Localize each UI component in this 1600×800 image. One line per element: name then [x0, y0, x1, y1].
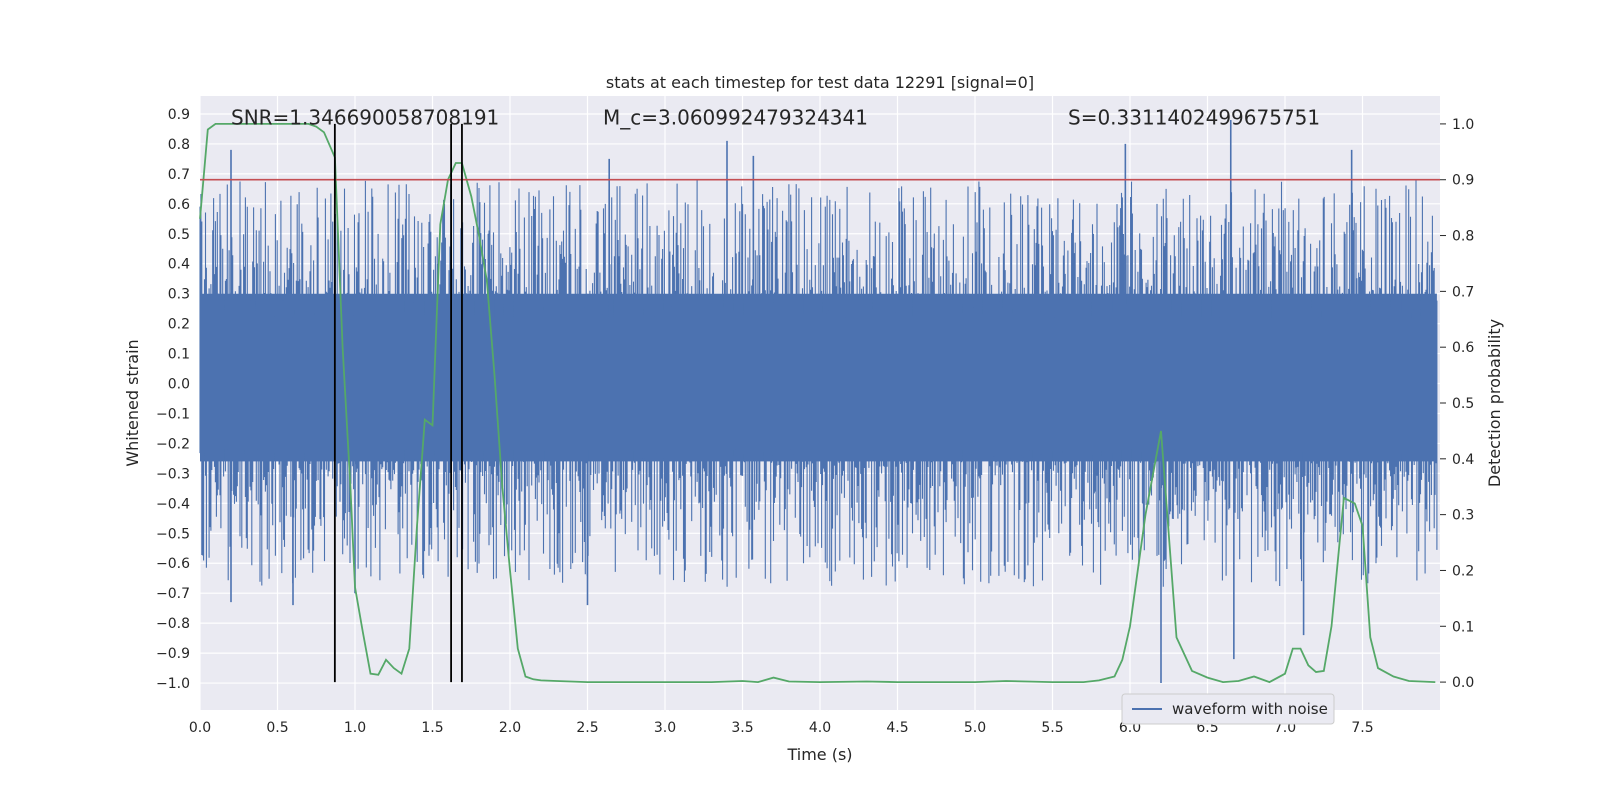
x-axis-label: Time (s) — [786, 745, 852, 764]
y2-tick-label: 0.9 — [1452, 173, 1474, 189]
y-tick-label: 0.4 — [168, 257, 190, 273]
stat-annotations: SNR=1.346690058708191 M_c=3.0609924793243… — [231, 105, 1320, 129]
x-tick-label: 0.0 — [189, 720, 211, 736]
y-tick-label: 0.2 — [168, 317, 190, 333]
x-tick-label: 3.0 — [654, 720, 676, 736]
legend: waveform with noise — [1121, 693, 1335, 725]
legend-box — [1121, 693, 1335, 725]
y-tick-label: −0.7 — [156, 586, 190, 602]
y2-tick-label: 0.2 — [1452, 563, 1474, 579]
x-tick-label: 7.5 — [1351, 720, 1373, 736]
y2-tick-label: 0.6 — [1452, 340, 1474, 356]
detection-probability-line — [199, 123, 1436, 684]
waveform-trace — [199, 180, 1438, 587]
y2-tick-label: 1.0 — [1452, 117, 1474, 133]
y-tick-label: 0.9 — [168, 107, 190, 123]
y2-tick-label: 0.3 — [1452, 508, 1474, 524]
y2-tick-label: 0.1 — [1452, 619, 1474, 635]
y-tick-label: 0.3 — [168, 287, 190, 303]
annotation-snr: SNR=1.346690058708191 — [231, 105, 499, 129]
y2-tick-label: 0.4 — [1452, 452, 1474, 468]
y-tick-label: −1.0 — [156, 676, 190, 692]
y2-tick-label: 0.5 — [1452, 396, 1474, 412]
annotation-mc: M_c=3.060992479324341 — [603, 105, 868, 129]
y2-tick-label: 0.8 — [1452, 229, 1474, 245]
x-tick-label: 3.5 — [731, 720, 753, 736]
y-tick-label: −0.9 — [156, 646, 190, 662]
annotation-s: S=0.3311402499675751 — [1068, 105, 1320, 129]
x-tick-label: 2.0 — [499, 720, 521, 736]
waveform-with-noise-series — [199, 119, 1438, 684]
y2-axis-label: Detection probability — [1485, 319, 1504, 487]
y-tick-label: 0.0 — [168, 377, 190, 393]
y-tick-label: −0.5 — [156, 526, 190, 542]
y-tick-label: −0.2 — [156, 436, 190, 452]
y-tick-label: 0.7 — [168, 167, 190, 183]
x-tick-label: 1.5 — [421, 720, 443, 736]
y2-tick-label: 0.7 — [1452, 284, 1474, 300]
x-tick-label: 1.0 — [344, 720, 366, 736]
y-axis-label: Whitened strain — [123, 339, 142, 466]
y-tick-label: −0.1 — [156, 406, 190, 422]
chart-title: stats at each timestep for test data 122… — [606, 73, 1034, 92]
x-tick-label: 4.0 — [809, 720, 831, 736]
x-tick-label: 2.5 — [576, 720, 598, 736]
y-tick-label: −0.4 — [156, 496, 190, 512]
y2-tick-label: 0.0 — [1452, 675, 1474, 691]
tick-labels: 0.0 0.5 1.0 1.5 2.0 2.5 3.0 3.5 4.0 4.5 5.0 5.5 6.0 6… — [156, 107, 1474, 736]
vertical-markers — [200, 123, 1440, 683]
y-tick-label: 0.5 — [168, 227, 190, 243]
detection-probability-series — [199, 123, 1436, 684]
y-tick-label: 0.8 — [168, 137, 190, 153]
y-tick-label: 0.6 — [168, 197, 190, 213]
y-tick-label: −0.8 — [156, 616, 190, 632]
x-tick-label: 5.5 — [1041, 720, 1063, 736]
x-tick-label: 5.0 — [964, 720, 986, 736]
legend-label: waveform with noise — [1172, 700, 1328, 718]
y-tick-label: 0.1 — [168, 347, 190, 363]
x-tick-label: 0.5 — [266, 720, 288, 736]
y-tick-label: −0.3 — [156, 466, 190, 482]
y-tick-label: −0.6 — [156, 556, 190, 572]
x-tick-label: 4.5 — [886, 720, 908, 736]
